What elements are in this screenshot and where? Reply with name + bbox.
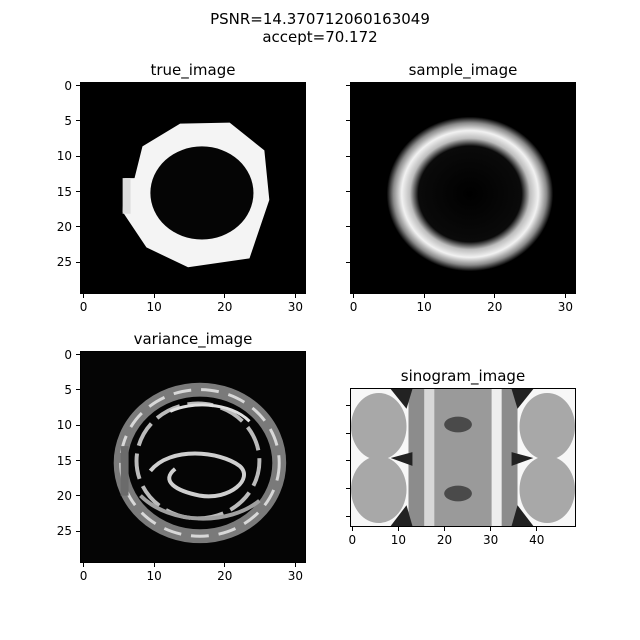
y-tick	[346, 516, 350, 518]
y-tick	[76, 226, 80, 228]
y-tick	[76, 191, 80, 193]
y-tick-label: 20	[56, 488, 72, 503]
x-tick-label: 10	[390, 533, 407, 547]
y-tick-label: 25	[56, 524, 72, 539]
true-image-axes	[80, 82, 306, 294]
x-tick	[294, 294, 296, 298]
y-tick	[76, 424, 80, 426]
y-tick-label: 0	[64, 347, 72, 362]
y-tick	[76, 354, 80, 356]
y-tick	[76, 85, 80, 87]
x-tick-label: 0	[349, 300, 358, 314]
suptitle-psnr: PSNR=14.370712060163049	[210, 10, 430, 28]
x-tick-label: 20	[487, 300, 503, 314]
sinogram-image-title: sinogram_image	[400, 367, 526, 385]
sinogram-image-axes	[350, 388, 576, 527]
x-tick	[83, 294, 85, 298]
y-tick-label: 15	[56, 184, 72, 199]
true-image-title: true_image	[150, 61, 236, 79]
y-tick-label: 15	[56, 453, 72, 468]
x-tick	[490, 527, 492, 531]
x-tick-label: 0	[79, 300, 88, 314]
sinogram-image-heatmap	[351, 389, 575, 526]
y-tick	[346, 226, 350, 228]
variance-image-axes	[80, 351, 306, 563]
x-tick	[351, 527, 353, 531]
x-tick	[423, 294, 425, 298]
y-tick	[346, 432, 350, 434]
y-tick	[76, 460, 80, 462]
y-tick	[76, 495, 80, 497]
y-tick-label: 25	[56, 255, 72, 270]
x-tick	[564, 294, 566, 298]
y-tick	[76, 261, 80, 263]
x-tick	[397, 527, 399, 531]
y-tick	[346, 488, 350, 490]
y-tick	[346, 191, 350, 193]
y-tick	[346, 120, 350, 122]
y-tick	[346, 155, 350, 157]
x-tick-label: 20	[217, 300, 233, 314]
sample-image-axes	[350, 82, 576, 294]
x-tick-label: 30	[483, 533, 499, 547]
y-tick-label: 0	[64, 78, 72, 93]
x-tick	[224, 294, 226, 298]
x-tick	[444, 527, 446, 531]
y-tick-label: 5	[64, 113, 72, 128]
sample-image-heatmap	[351, 83, 575, 293]
sample-image-title: sample_image	[408, 61, 518, 79]
y-tick	[346, 261, 350, 263]
y-tick-label: 10	[56, 149, 72, 164]
y-tick	[346, 460, 350, 462]
y-tick-label: 10	[56, 418, 72, 433]
x-tick-label: 30	[287, 300, 304, 314]
true-image-heatmap	[81, 83, 305, 293]
x-tick-label: 30	[557, 300, 574, 314]
y-tick-label: 20	[56, 219, 72, 234]
variance-image-heatmap	[81, 352, 305, 562]
x-tick-label: 0	[79, 569, 88, 583]
x-tick	[494, 294, 496, 298]
suptitle-accept: accept=70.172	[262, 28, 378, 46]
x-tick	[353, 294, 355, 298]
y-tick	[76, 155, 80, 157]
x-tick	[153, 563, 155, 567]
x-tick-label: 0	[348, 533, 357, 547]
x-tick	[294, 563, 296, 567]
x-tick-label: 20	[436, 533, 453, 547]
x-tick-label: 40	[529, 533, 545, 547]
y-tick	[346, 404, 350, 406]
x-tick	[536, 527, 538, 531]
x-tick	[83, 563, 85, 567]
y-tick	[76, 120, 80, 122]
y-tick	[76, 530, 80, 532]
x-tick-label: 10	[146, 569, 162, 583]
variance-image-title: variance_image	[133, 330, 253, 348]
y-tick	[76, 389, 80, 391]
x-tick-label: 10	[416, 300, 432, 314]
y-tick	[346, 85, 350, 87]
x-tick-label: 20	[217, 569, 233, 583]
x-tick	[153, 294, 155, 298]
y-tick-label: 5	[64, 382, 72, 397]
x-tick-label: 10	[146, 300, 162, 314]
x-tick-label: 30	[287, 569, 304, 583]
x-tick	[224, 563, 226, 567]
